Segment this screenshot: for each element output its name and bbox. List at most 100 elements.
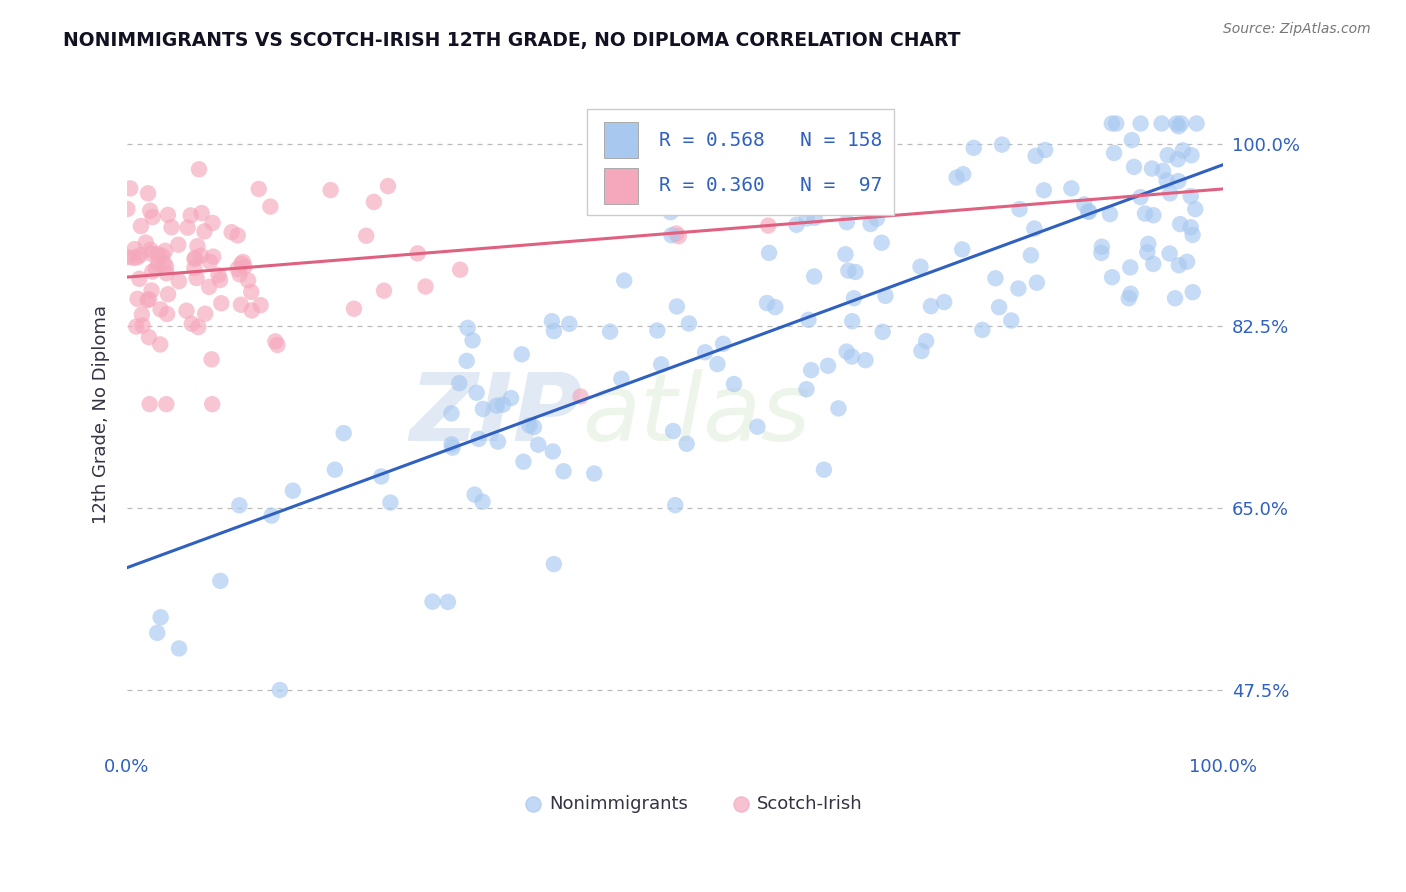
Point bbox=[661, 228, 683, 243]
Point bbox=[1168, 217, 1191, 231]
Point bbox=[785, 218, 807, 232]
Point bbox=[675, 436, 697, 450]
Point bbox=[1142, 257, 1164, 271]
Point bbox=[725, 200, 748, 214]
Point bbox=[1185, 116, 1208, 130]
Point bbox=[131, 318, 153, 333]
Point bbox=[800, 363, 823, 377]
Point bbox=[180, 208, 202, 222]
Point bbox=[229, 298, 252, 312]
Point bbox=[866, 211, 889, 226]
Text: ZIP: ZIP bbox=[409, 368, 582, 460]
Point bbox=[128, 272, 150, 286]
Point bbox=[153, 244, 176, 258]
Point bbox=[543, 324, 565, 338]
Point bbox=[228, 499, 250, 513]
Point bbox=[934, 295, 956, 310]
Point bbox=[440, 406, 463, 420]
Point bbox=[139, 243, 162, 257]
Point bbox=[920, 299, 942, 313]
Point bbox=[266, 338, 288, 352]
Point bbox=[1167, 258, 1189, 272]
Point bbox=[145, 261, 167, 276]
Point bbox=[138, 397, 160, 411]
Point bbox=[1033, 143, 1056, 157]
Point bbox=[464, 487, 486, 501]
Point bbox=[1073, 197, 1095, 211]
Point bbox=[647, 324, 669, 338]
Point bbox=[236, 273, 259, 287]
Point bbox=[201, 216, 224, 230]
Point bbox=[135, 235, 157, 250]
Text: atlas: atlas bbox=[582, 369, 810, 460]
Point bbox=[148, 257, 170, 271]
Point bbox=[167, 641, 190, 656]
Point bbox=[124, 242, 146, 256]
Point bbox=[972, 323, 994, 337]
Point bbox=[457, 321, 479, 335]
Point bbox=[117, 250, 139, 264]
Point bbox=[240, 285, 263, 299]
Point bbox=[141, 284, 163, 298]
Point bbox=[650, 358, 672, 372]
Point bbox=[449, 376, 471, 391]
Point bbox=[1140, 161, 1163, 176]
Point bbox=[122, 251, 145, 265]
Point bbox=[803, 211, 825, 225]
Point bbox=[512, 455, 534, 469]
Point bbox=[668, 229, 690, 244]
Point bbox=[1129, 116, 1152, 130]
Point bbox=[377, 179, 399, 194]
Point bbox=[249, 298, 271, 312]
FancyBboxPatch shape bbox=[605, 122, 638, 159]
Point bbox=[232, 255, 254, 269]
Point bbox=[198, 280, 221, 294]
Point bbox=[1000, 313, 1022, 327]
Y-axis label: 12th Grade, No Diploma: 12th Grade, No Diploma bbox=[93, 305, 110, 524]
Point bbox=[1152, 163, 1174, 178]
Point bbox=[125, 251, 148, 265]
FancyBboxPatch shape bbox=[588, 109, 894, 215]
Point bbox=[138, 293, 160, 307]
Point bbox=[138, 330, 160, 344]
Point bbox=[1184, 202, 1206, 216]
Point bbox=[467, 432, 489, 446]
Point bbox=[855, 353, 877, 368]
Point bbox=[813, 463, 835, 477]
Point bbox=[1101, 116, 1123, 130]
Point bbox=[465, 385, 488, 400]
Point bbox=[1159, 246, 1181, 260]
Point bbox=[209, 296, 232, 310]
Point bbox=[471, 401, 494, 416]
Point bbox=[706, 357, 728, 371]
Point bbox=[1142, 208, 1164, 222]
Point bbox=[233, 260, 256, 274]
Point bbox=[1007, 281, 1029, 295]
Point bbox=[510, 347, 533, 361]
Point bbox=[1166, 116, 1188, 130]
Point bbox=[872, 325, 894, 339]
Point bbox=[1129, 190, 1152, 204]
Point bbox=[988, 300, 1011, 314]
Point bbox=[519, 418, 541, 433]
Point bbox=[141, 246, 163, 260]
Point bbox=[440, 437, 463, 451]
Point bbox=[797, 313, 820, 327]
Point bbox=[553, 464, 575, 478]
Point bbox=[198, 254, 221, 268]
Point bbox=[1150, 116, 1173, 130]
Point bbox=[221, 225, 243, 239]
Point bbox=[136, 186, 159, 201]
Point bbox=[1181, 227, 1204, 242]
Point bbox=[723, 376, 745, 391]
Text: R = 0.568   N = 158: R = 0.568 N = 158 bbox=[658, 131, 882, 150]
Point bbox=[803, 269, 825, 284]
Point bbox=[194, 307, 217, 321]
Point bbox=[1123, 160, 1146, 174]
Point bbox=[1090, 246, 1112, 260]
Point bbox=[835, 215, 858, 229]
Point bbox=[817, 359, 839, 373]
Point bbox=[149, 610, 172, 624]
Point bbox=[1025, 276, 1047, 290]
Point bbox=[583, 467, 606, 481]
